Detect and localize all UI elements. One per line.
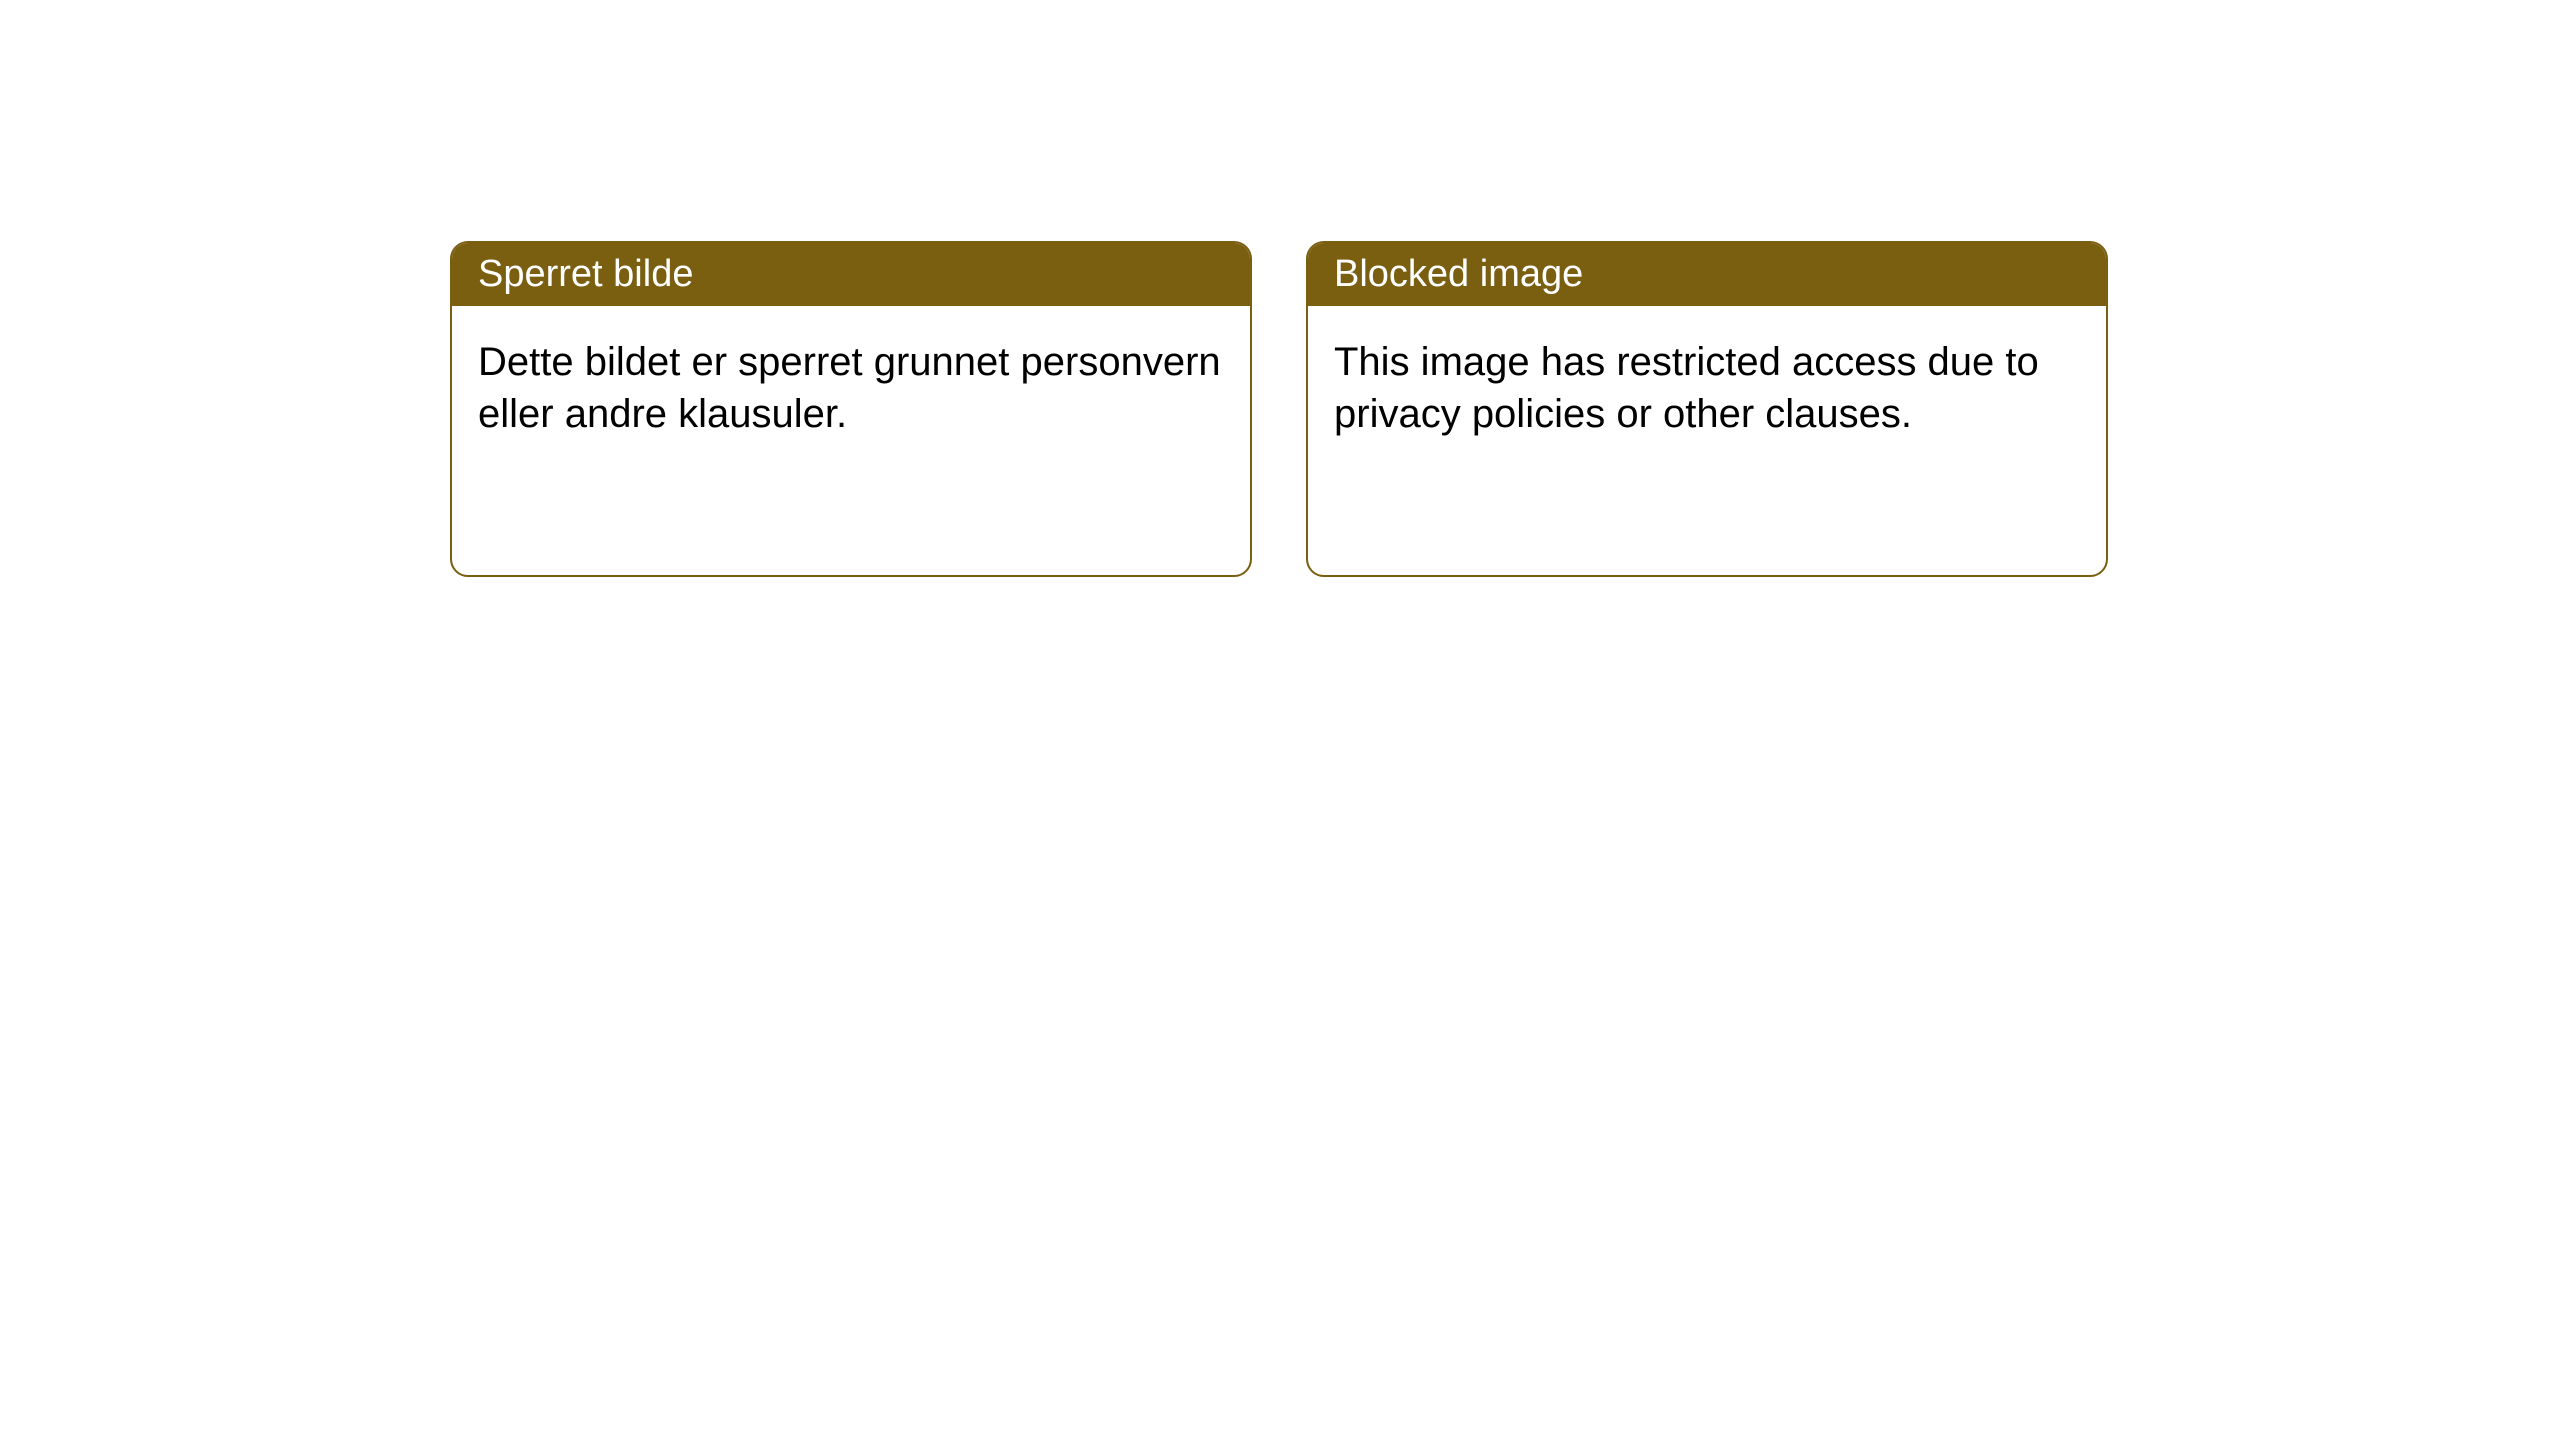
notice-title: Blocked image [1334, 253, 1583, 295]
notice-body: This image has restricted access due to … [1308, 306, 2106, 470]
notice-title: Sperret bilde [478, 253, 693, 295]
notice-container: Sperret bilde Dette bildet er sperret gr… [0, 0, 2560, 577]
notice-header: Sperret bilde [452, 243, 1250, 306]
notice-box-norwegian: Sperret bilde Dette bildet er sperret gr… [450, 241, 1252, 577]
notice-header: Blocked image [1308, 243, 2106, 306]
notice-body-text: This image has restricted access due to … [1334, 340, 2039, 436]
notice-body: Dette bildet er sperret grunnet personve… [452, 306, 1250, 470]
notice-box-english: Blocked image This image has restricted … [1306, 241, 2108, 577]
notice-body-text: Dette bildet er sperret grunnet personve… [478, 340, 1221, 436]
